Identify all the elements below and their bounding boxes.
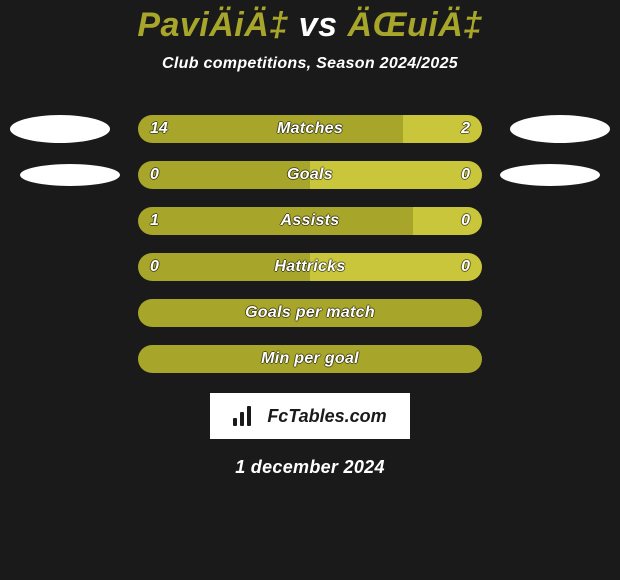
stat-label: Assists bbox=[280, 212, 339, 230]
bar-track: 14 2 Matches bbox=[138, 115, 482, 143]
bar-right bbox=[310, 161, 482, 189]
ellipse-left bbox=[10, 115, 110, 143]
stat-row: 0 0 Goals bbox=[0, 161, 620, 189]
bar-right bbox=[403, 115, 482, 143]
player1-name: PaviÄiÄ‡ bbox=[137, 6, 288, 44]
value-right: 0 bbox=[461, 166, 470, 184]
bar-track: 0 0 Hattricks bbox=[138, 253, 482, 281]
stat-label: Min per goal bbox=[261, 350, 359, 368]
bar-right bbox=[413, 207, 482, 235]
bar-track: 1 0 Assists bbox=[138, 207, 482, 235]
page-title: PaviÄiÄ‡ vs ÄŒuiÄ‡ bbox=[137, 6, 482, 45]
stat-rows: 14 2 Matches 0 0 Goals 1 0 Assists 0 0 Hattricks Goa… bbox=[0, 115, 620, 373]
stat-row: Min per goal bbox=[0, 345, 620, 373]
stat-row: 0 0 Hattricks bbox=[0, 253, 620, 281]
subtitle: Club competitions, Season 2024/2025 bbox=[162, 55, 458, 73]
bar-track: Goals per match bbox=[138, 299, 482, 327]
value-left: 1 bbox=[150, 212, 159, 230]
stat-label: Goals per match bbox=[245, 304, 375, 322]
stat-label: Goals bbox=[287, 166, 333, 184]
value-left: 0 bbox=[150, 166, 159, 184]
stat-label: Hattricks bbox=[274, 258, 345, 276]
value-right: 2 bbox=[461, 120, 470, 138]
bar-track: 0 0 Goals bbox=[138, 161, 482, 189]
date-text: 1 december 2024 bbox=[235, 457, 385, 478]
value-left: 14 bbox=[150, 120, 168, 138]
ellipse-right bbox=[510, 115, 610, 143]
vs-text: vs bbox=[299, 6, 338, 44]
ellipse-right bbox=[500, 164, 600, 186]
brand-badge: FcTables.com bbox=[210, 393, 410, 439]
bar-chart-icon bbox=[233, 406, 261, 426]
player2-name: ÄŒuiÄ‡ bbox=[347, 6, 482, 44]
stat-row: 1 0 Assists bbox=[0, 207, 620, 235]
stat-label: Matches bbox=[277, 120, 343, 138]
bar-left bbox=[138, 115, 403, 143]
value-right: 0 bbox=[461, 212, 470, 230]
bar-left bbox=[138, 161, 310, 189]
stat-row: 14 2 Matches bbox=[0, 115, 620, 143]
ellipse-left bbox=[20, 164, 120, 186]
bar-track: Min per goal bbox=[138, 345, 482, 373]
value-right: 0 bbox=[461, 258, 470, 276]
brand-text: FcTables.com bbox=[267, 406, 386, 427]
value-left: 0 bbox=[150, 258, 159, 276]
stat-row: Goals per match bbox=[0, 299, 620, 327]
bar-left bbox=[138, 207, 413, 235]
